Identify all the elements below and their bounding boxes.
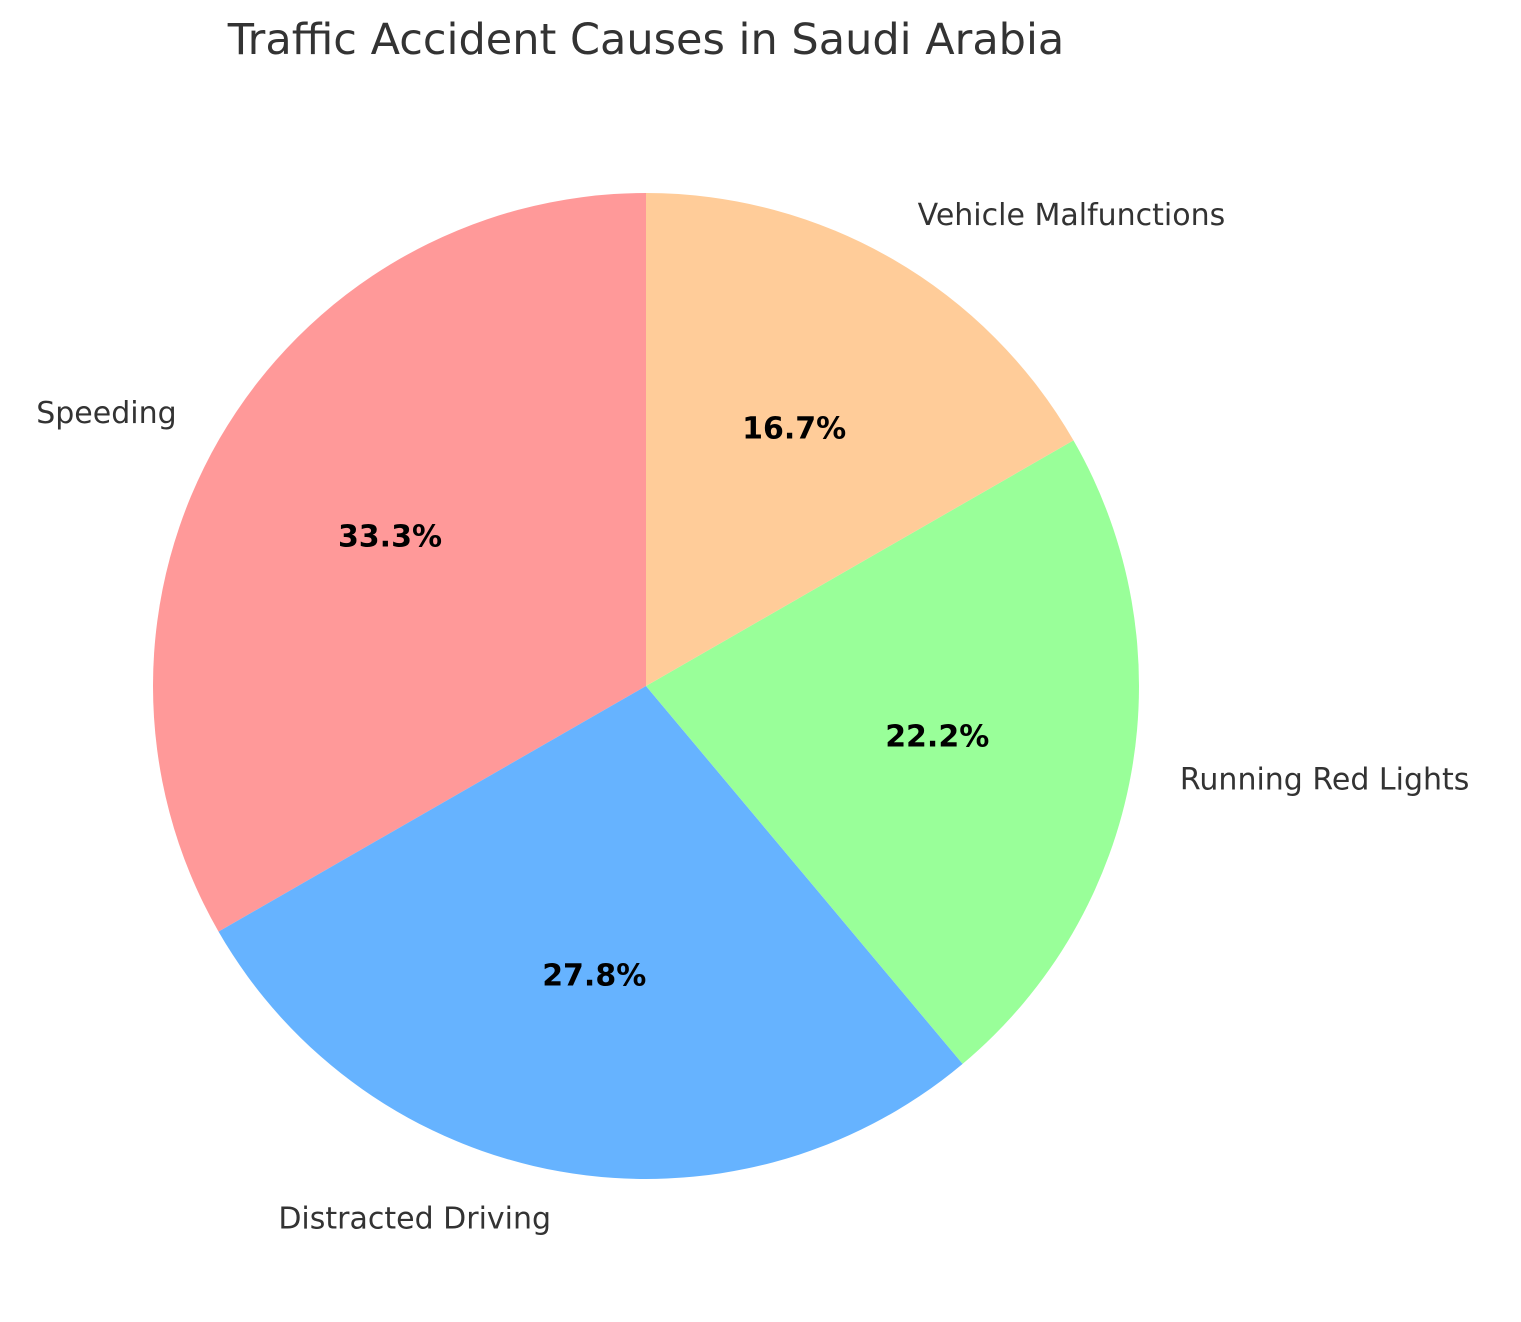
slice-percent-running-red-lights: 22.2%	[885, 719, 989, 754]
chart-title: Traffic Accident Causes in Saudi Arabia	[227, 15, 1065, 65]
slice-percent-speeding: 33.3%	[338, 519, 442, 554]
slice-percent-vehicle-malfunctions: 16.7%	[742, 411, 846, 446]
slice-label-vehicle-malfunctions: Vehicle Malfunctions	[918, 198, 1226, 233]
pie-labels: Speeding 33.3% Distracted Driving 27.8% Runn…	[36, 198, 1469, 1236]
slice-label-speeding: Speeding	[36, 396, 176, 431]
pie-slice-running-red-lights	[646, 440, 1139, 1064]
slice-label-distracted-driving: Distracted Driving	[278, 1201, 551, 1236]
pie-slice-speeding	[152, 193, 646, 932]
pie-slice-distracted-driving	[218, 686, 963, 1179]
pie-slice-vehicle-malfunctions	[646, 192, 1074, 686]
pie-slices	[152, 192, 1139, 1179]
slice-percent-distracted-driving: 27.8%	[542, 959, 646, 994]
slice-label-running-red-lights: Running Red Lights	[1180, 762, 1470, 797]
